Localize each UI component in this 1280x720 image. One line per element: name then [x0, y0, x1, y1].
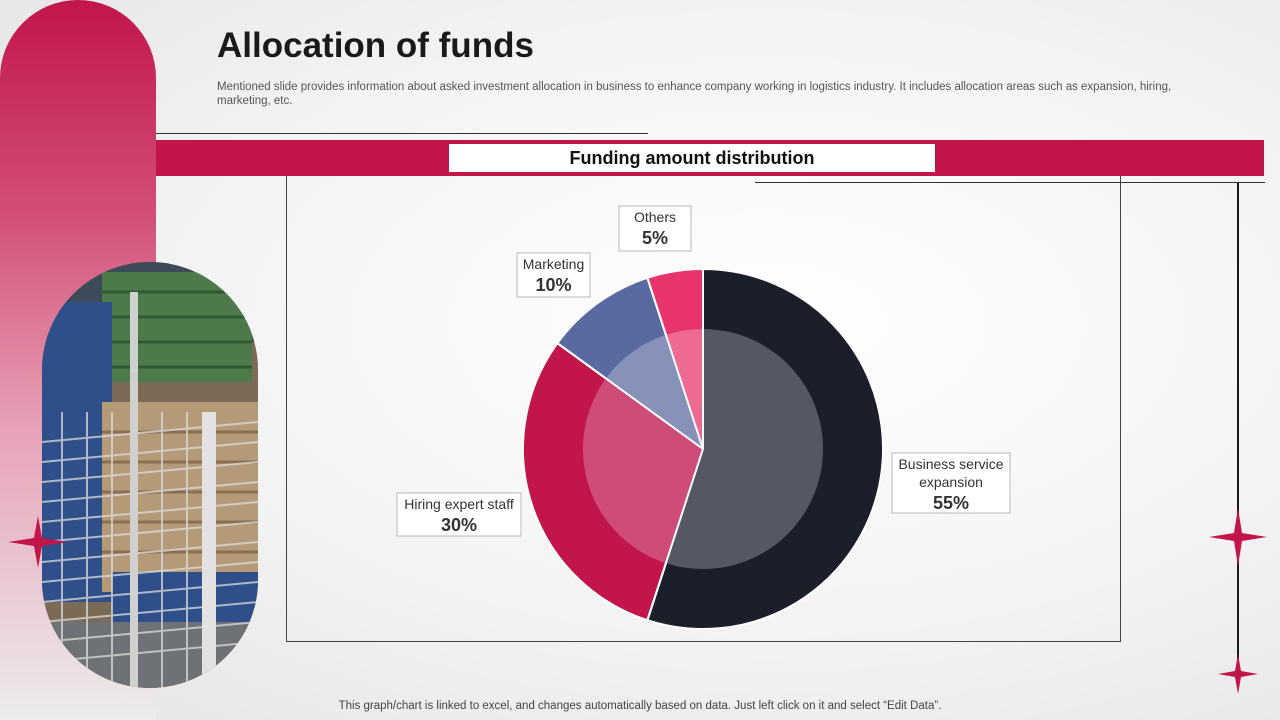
callout-business-service-expansion: Business service expansion 55% [891, 452, 1011, 514]
page-subtitle: Mentioned slide provides information abo… [217, 81, 1172, 107]
page-title: Allocation of funds [217, 26, 534, 65]
callout-hiring-expert-staff: Hiring expert staff 30% [396, 492, 522, 537]
pie-inner-slice-marketing [605, 334, 703, 449]
callout-value: 10% [535, 275, 571, 295]
callout-value: 55% [933, 493, 969, 513]
four-point-star-icon [1209, 508, 1267, 566]
divider-line [755, 182, 1265, 183]
slice-separator [646, 277, 704, 450]
four-point-star-icon [1218, 654, 1258, 694]
chart-frame [286, 176, 1121, 642]
vertical-divider [1237, 183, 1239, 678]
callout-label: Others [634, 209, 676, 225]
footer-note: This graph/chart is linked to excel, and… [338, 700, 942, 712]
callout-value: 30% [441, 515, 477, 535]
chart-title: Funding amount distribution [449, 144, 935, 172]
callout-marketing: Marketing 10% [516, 252, 591, 298]
callout-value: 5% [642, 228, 668, 248]
divider-line [156, 133, 648, 134]
pie-inner-slice-hiring-expert-staff [583, 378, 703, 564]
pie-inner-slice-business-service-expansion [665, 329, 824, 569]
slice-separator [556, 342, 704, 450]
callout-label: Marketing [523, 256, 584, 272]
four-point-star-icon [8, 516, 68, 568]
callout-label: Business service [898, 456, 1003, 472]
callout-label: expansion [919, 474, 983, 490]
callout-others: Others 5% [618, 205, 692, 252]
slice-separator [646, 448, 704, 621]
callout-label: Hiring expert staff [404, 496, 514, 512]
